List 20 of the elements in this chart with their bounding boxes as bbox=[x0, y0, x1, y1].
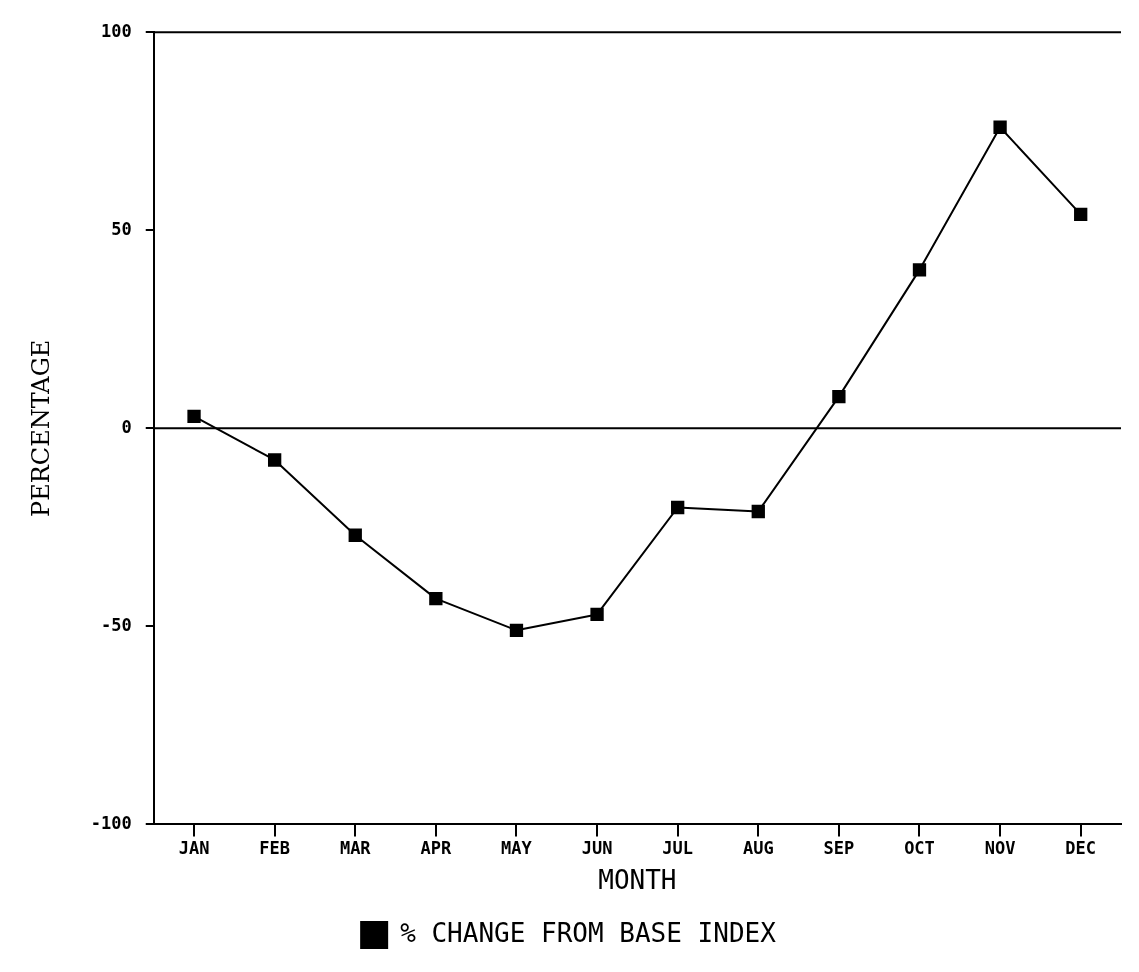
y-tick-label: -50 bbox=[101, 614, 132, 635]
y-tick-label: 50 bbox=[111, 218, 132, 239]
x-tick-label: MAY bbox=[501, 838, 533, 859]
x-axis-title: MONTH bbox=[598, 865, 677, 896]
x-tick-label: SEP bbox=[823, 838, 855, 859]
x-tick-label: FEB bbox=[259, 838, 291, 859]
legend-label: % CHANGE FROM BASE INDEX bbox=[400, 917, 777, 948]
x-tick-label: JUL bbox=[662, 838, 694, 859]
x-tick-label: JUN bbox=[581, 838, 613, 859]
y-axis-title: PERCENTAGE bbox=[26, 339, 55, 517]
y-tick-label: 0 bbox=[121, 416, 132, 437]
y-tick-label: -100 bbox=[90, 812, 132, 833]
x-tick-label: DEC bbox=[1065, 838, 1097, 859]
x-tick-label: AUG bbox=[742, 838, 774, 859]
x-tick-label: MAR bbox=[339, 838, 372, 859]
x-tick-label: NOV bbox=[984, 838, 1016, 859]
x-tick-label: APR bbox=[420, 838, 452, 859]
x-tick-label: JAN bbox=[178, 838, 210, 859]
x-tick-label: OCT bbox=[904, 838, 935, 859]
y-tick-label: 100 bbox=[101, 20, 132, 41]
